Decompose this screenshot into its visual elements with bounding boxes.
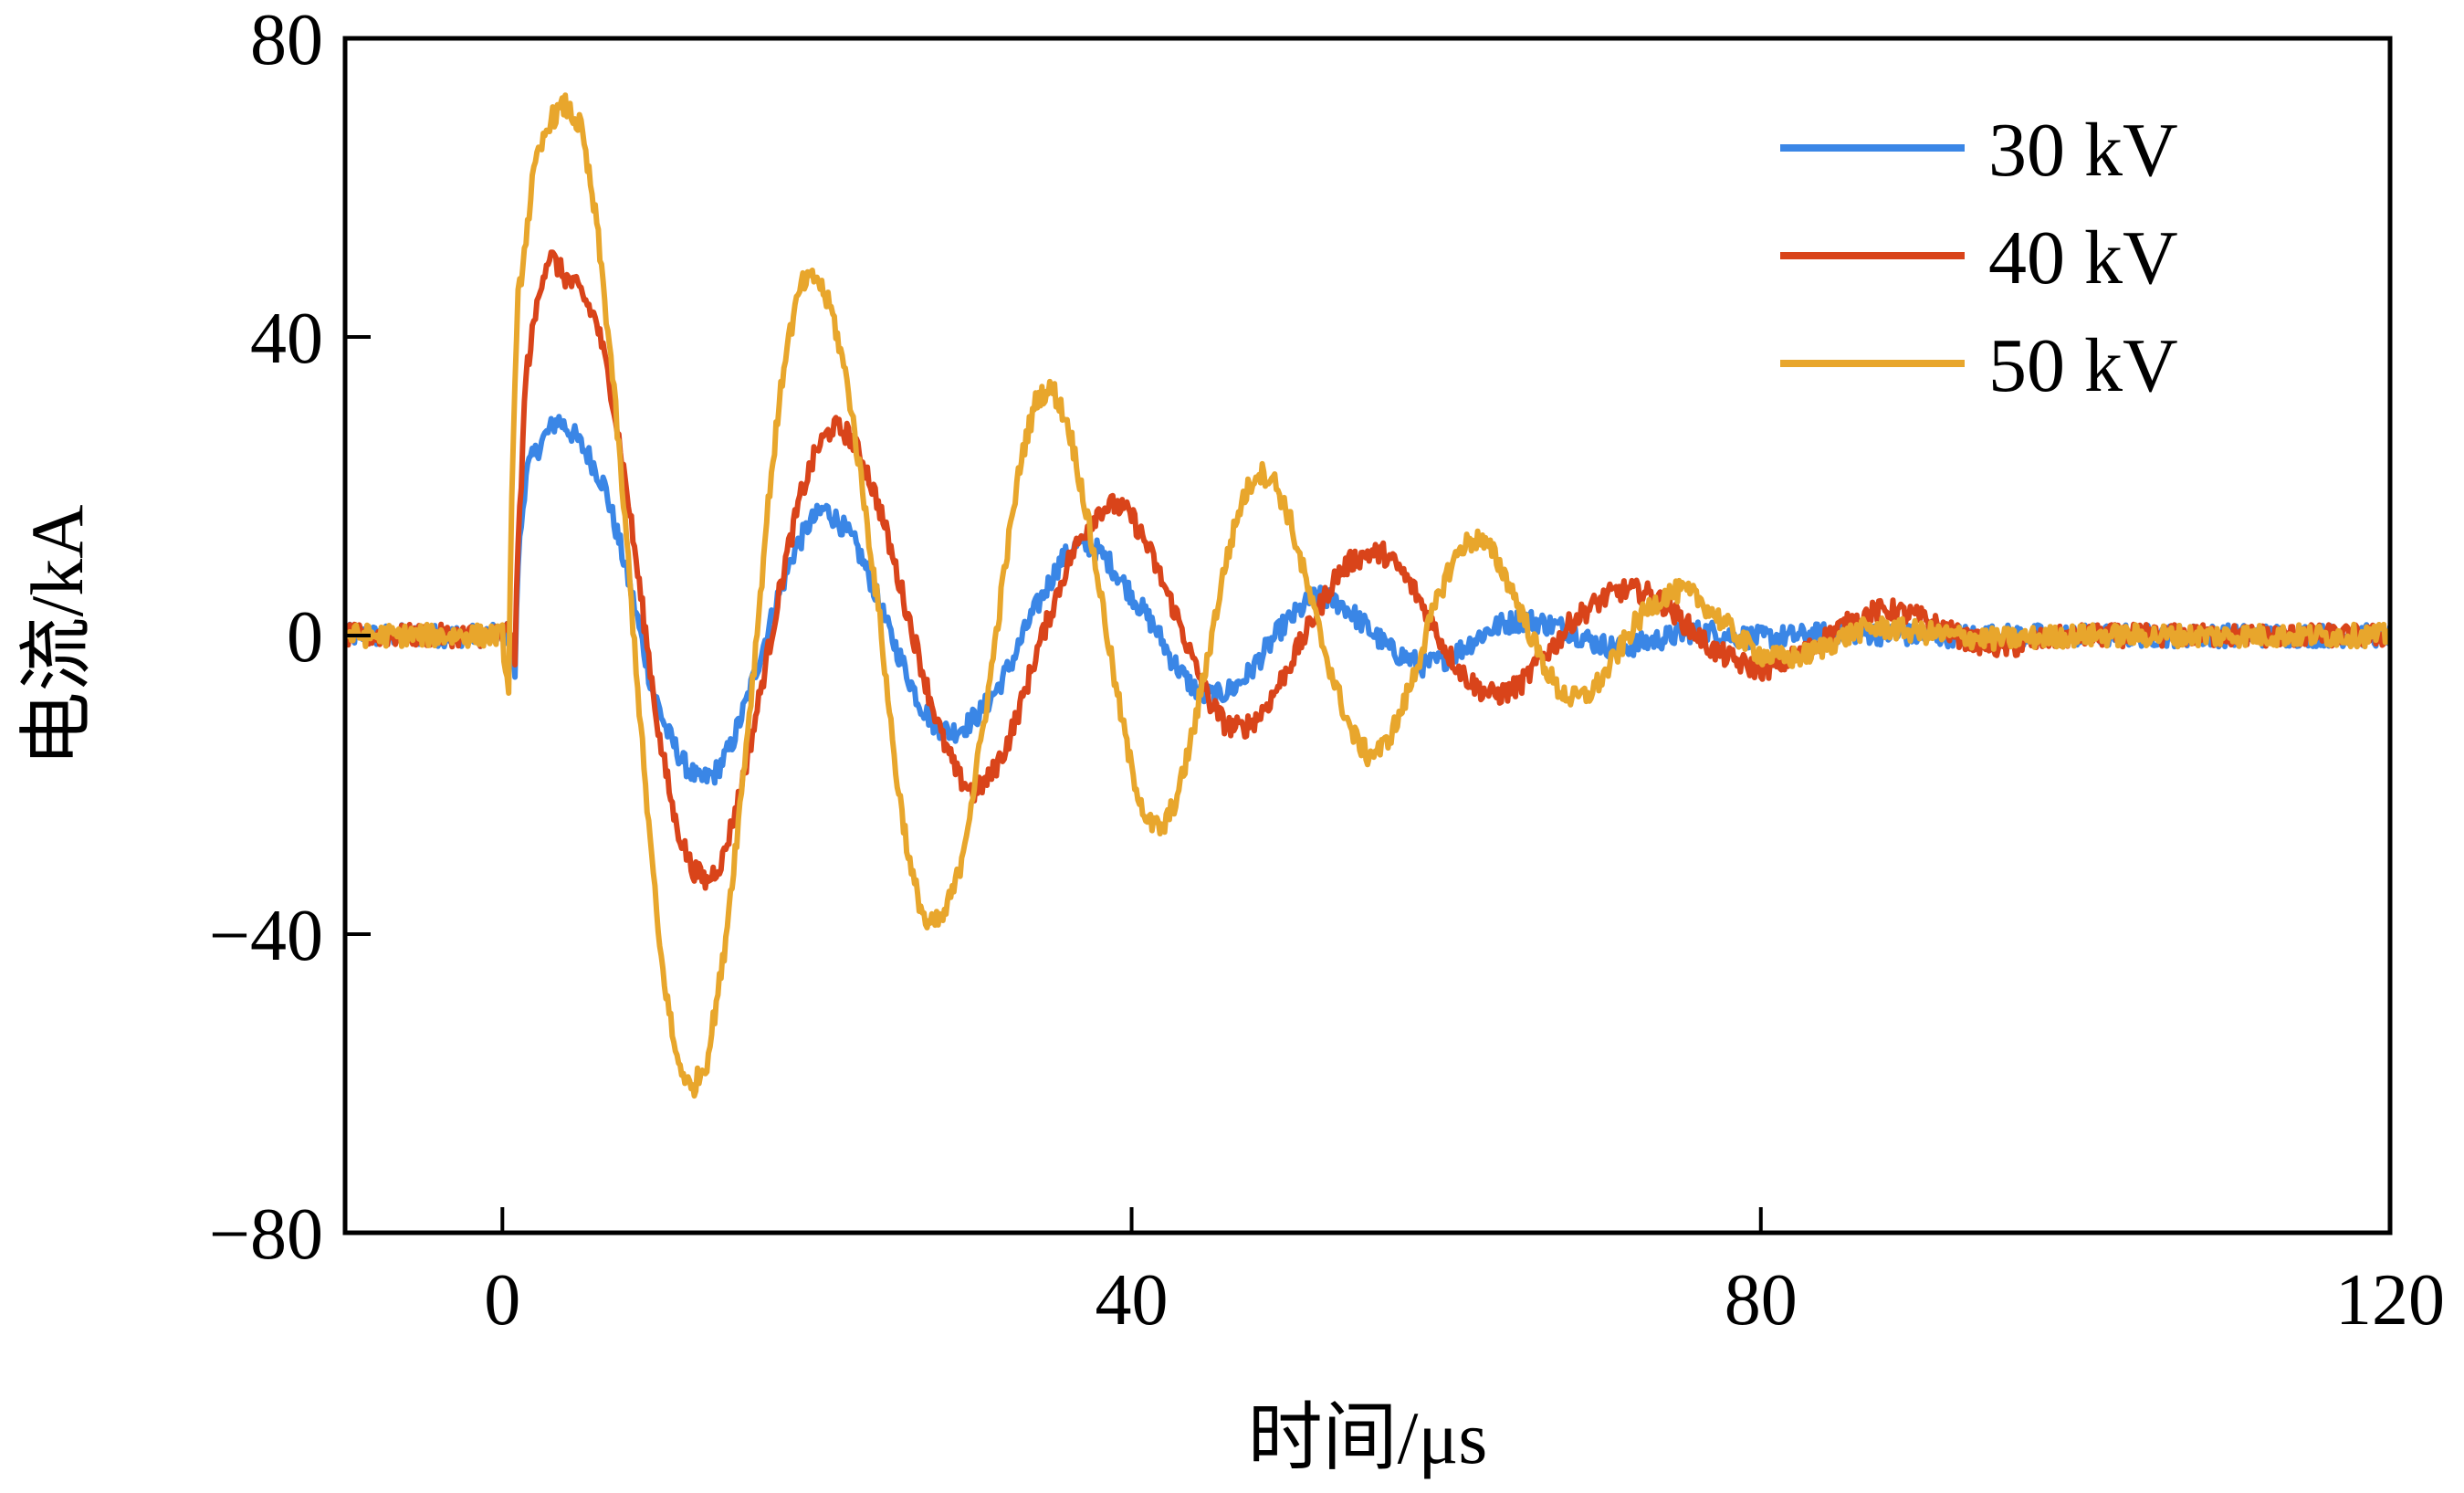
series-layer: [345, 92, 2390, 1099]
y-axis-label: 电流/kA: [16, 504, 99, 766]
legend-label: 40 kV: [1988, 216, 2178, 300]
x-axis-label: 时间/μs: [1248, 1396, 1488, 1479]
x-tick-label: 40: [1096, 1260, 1169, 1341]
series-line-30kv: [345, 414, 2390, 786]
y-axis: 80 40 0 −40 −80: [209, 0, 371, 1275]
legend: 30 kV 40 kV 50 kV: [1780, 108, 2178, 408]
x-tick-label: 120: [2335, 1260, 2445, 1341]
x-axis: 0 40 80 120: [484, 1207, 2445, 1341]
y-tick-label: −40: [209, 896, 323, 976]
y-tick-label: 40: [250, 299, 323, 379]
y-tick-label: 0: [287, 597, 323, 678]
x-tick-label: 80: [1725, 1260, 1798, 1341]
legend-label: 50 kV: [1988, 323, 2178, 408]
y-tick-label: −80: [209, 1194, 323, 1275]
x-tick-label: 0: [484, 1260, 520, 1341]
series-line-50kv: [345, 92, 2390, 1099]
y-tick-label: 80: [250, 0, 323, 80]
legend-label: 30 kV: [1988, 108, 2178, 193]
